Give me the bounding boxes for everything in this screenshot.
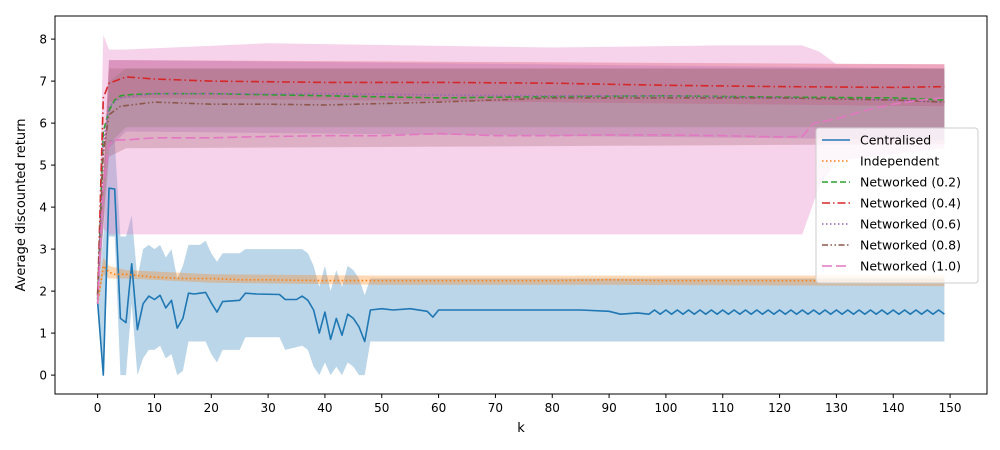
- y-axis-ticks: 0 1 2 3 4 5 6 7 8: [39, 33, 55, 383]
- y-tick-label-3: 3: [39, 243, 47, 257]
- x-tick-label-40: 40: [317, 401, 332, 415]
- legend-label-networked-0-8: Networked (0.8): [860, 238, 961, 253]
- networked-1-0-line: [96, 97, 945, 304]
- x-tick-label-70: 70: [488, 401, 503, 415]
- centralised-line: [96, 187, 945, 376]
- y-tick-label-1: 1: [39, 327, 47, 341]
- legend: Centralised Independent Networked (0.2) Net…: [815, 127, 979, 284]
- networked-0-2-band: [97, 68, 945, 304]
- legend-label-networked-0-6: Networked (0.6): [860, 217, 961, 232]
- x-tick-label-30: 30: [260, 401, 275, 415]
- networked-0-4-line: [96, 76, 945, 296]
- y-tick-label-0: 0: [39, 369, 47, 383]
- centralised-band: [97, 139, 945, 376]
- x-tick-label-60: 60: [431, 401, 446, 415]
- x-tick-label-80: 80: [545, 401, 560, 415]
- x-tick-label-150: 150: [939, 401, 962, 415]
- y-tick-label-2: 2: [39, 285, 47, 299]
- legend-label-networked-1-0: Networked (1.0): [860, 259, 961, 274]
- x-tick-label-10: 10: [147, 401, 162, 415]
- x-tick-label-90: 90: [601, 401, 616, 415]
- y-tick-label-6: 6: [39, 117, 47, 131]
- legend-label-centralised: Centralised: [860, 133, 931, 148]
- y-tick-label-5: 5: [39, 159, 47, 173]
- legend-label-networked-0-4: Networked (0.4): [860, 196, 961, 211]
- networked-0-4-band: [97, 60, 945, 300]
- x-axis-ticks: 0 10 20 30 40 50 60 70 80 90 100 110 120 130 140 150: [94, 394, 962, 415]
- x-tick-label-110: 110: [711, 401, 734, 415]
- y-tick-label-7: 7: [39, 75, 47, 89]
- networked-0-8-band: [97, 68, 945, 300]
- y-axis-label: Average discounted return: [14, 119, 29, 292]
- independent-band: [97, 257, 945, 308]
- confidence-bands: [97, 34, 945, 376]
- networked-0-6-band: [97, 60, 945, 304]
- x-tick-label-140: 140: [882, 401, 905, 415]
- independent-line: [96, 265, 945, 304]
- x-tick-label-100: 100: [654, 401, 677, 415]
- x-tick-label-120: 120: [768, 401, 791, 415]
- networked-0-8-line: [96, 97, 945, 296]
- x-tick-label-50: 50: [374, 401, 389, 415]
- x-tick-label-20: 20: [204, 401, 219, 415]
- y-tick-label-8: 8: [39, 33, 47, 47]
- x-tick-label-0: 0: [94, 401, 102, 415]
- plot-frame: [54, 15, 988, 395]
- legend-box: [815, 127, 979, 284]
- legend-label-networked-0-2: Networked (0.2): [860, 175, 961, 190]
- x-axis-label: k: [517, 421, 525, 436]
- networked-0-6-line: [96, 92, 945, 300]
- y-tick-label-4: 4: [39, 201, 47, 215]
- series-lines: [96, 76, 945, 376]
- legend-label-independent: Independent: [860, 154, 939, 169]
- x-tick-label-130: 130: [825, 401, 848, 415]
